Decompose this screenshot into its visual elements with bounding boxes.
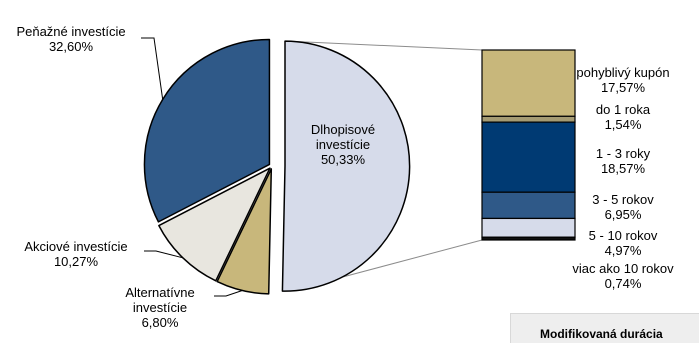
leader-2: [144, 250, 183, 259]
segment-label-4: 5 - 10 rokov 4,97%: [589, 228, 658, 258]
modified-duration-title: Modifikovaná durácia: [540, 327, 663, 341]
slice-label-1: Alternatívne investície 6,80%: [125, 285, 194, 330]
breakdown-bar: [481, 49, 576, 241]
segment-label-3: 3 - 5 rokov 6,95%: [592, 192, 654, 222]
pie-slices: [143, 38, 411, 295]
segment-label-0: pohyblivý kupón 17,57%: [576, 65, 669, 95]
segment-label-1: do 1 roka 1,54%: [596, 102, 651, 132]
bar-segment-2: [481, 121, 576, 193]
connector-top: [292, 40, 483, 51]
segment-label-5: viac ako 10 rokov 0,74%: [572, 261, 674, 291]
segment-label-2: 1 - 3 roky 18,57%: [596, 146, 651, 176]
pie-slice-2: [158, 167, 271, 282]
leader-1: [214, 290, 243, 297]
bar-segment-1: [481, 115, 576, 123]
bar-segment-5: [481, 236, 576, 241]
bar-segment-3: [481, 191, 576, 220]
slice-label-0: Dlhopisové investície 50,33%: [311, 122, 375, 167]
leader-lines: [141, 37, 243, 297]
slice-label-3: Peňažné investície 32,60%: [16, 24, 125, 54]
chart-labels: Dlhopisové investície 50,33% Alternatívne in…: [16, 24, 674, 330]
slice-label-2: Akciové investície 10,27%: [24, 239, 127, 269]
bar-segment-0: [481, 49, 576, 117]
bar-segment-4: [481, 217, 576, 238]
pie-slice-0: [281, 40, 411, 292]
leader-3: [141, 37, 164, 100]
modified-duration-box: Modifikovaná durácia: [510, 313, 699, 343]
